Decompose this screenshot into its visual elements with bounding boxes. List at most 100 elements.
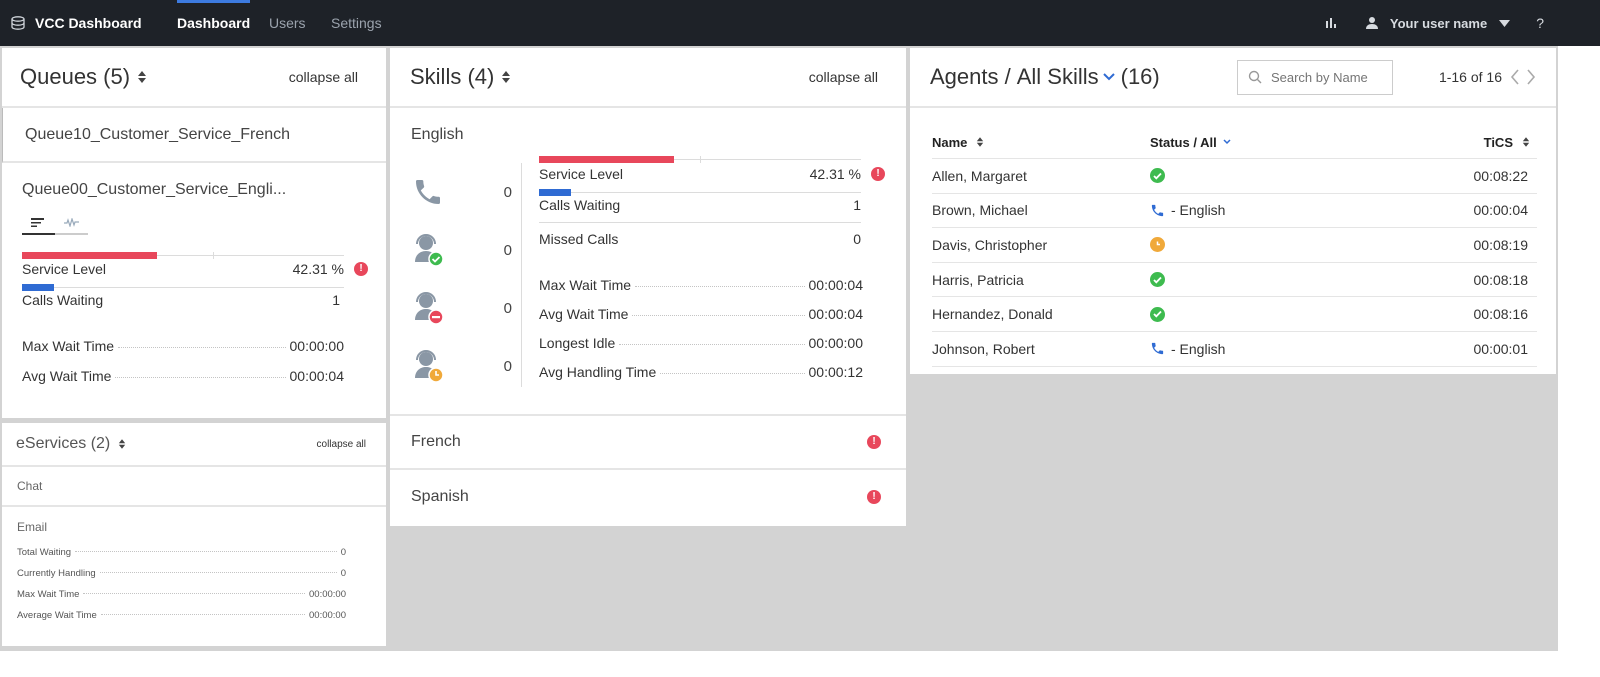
app-brand[interactable]: VCC Dashboard: [10, 0, 142, 46]
alert-icon[interactable]: !: [871, 167, 885, 181]
total-waiting-label: Total Waiting: [17, 547, 72, 558]
agent-name: Hernandez, Donald: [932, 306, 1053, 323]
skill-avg-wait-label: Avg Wait Time: [539, 306, 629, 322]
chevron-down-icon: [1102, 73, 1115, 81]
alert-icon[interactable]: !: [867, 435, 881, 449]
alert-icon[interactable]: !: [867, 490, 881, 504]
agent-tics: 00:08:22: [1473, 167, 1529, 184]
queues-panel: Queues (5) collapse all Queue10_Customer…: [2, 48, 386, 418]
calls-waiting-value: 1: [332, 292, 340, 308]
user-name-menu[interactable]: Your user name: [1389, 15, 1488, 31]
longest-idle-label: Longest Idle: [539, 335, 616, 351]
queue-view-toggle: [22, 211, 88, 235]
bar-chart-icon[interactable]: [1325, 17, 1337, 29]
waveform-icon: [64, 217, 79, 227]
alert-icon[interactable]: !: [354, 262, 368, 276]
name-column-header[interactable]: Name: [932, 135, 1150, 150]
avg-wait-row: Avg Wait Time 00:00:04: [22, 368, 344, 384]
skill-item-french[interactable]: French !: [390, 416, 906, 470]
avg-wait-value: 00:00:04: [289, 368, 345, 384]
queues-collapse-all-link[interactable]: collapse all: [288, 69, 358, 85]
max-wait-value: 00:00:00: [289, 338, 345, 354]
agent-row[interactable]: Johnson, Robert - English 00:00:01: [932, 332, 1537, 367]
agent-row[interactable]: Hernandez, Donald 00:08:16: [932, 297, 1537, 332]
agents-panel: Agents / All Skills (16) 1-16 of 16: [910, 48, 1556, 374]
list-view-tab[interactable]: [22, 211, 55, 235]
sort-icon[interactable]: [119, 439, 126, 449]
sort-icon[interactable]: [502, 71, 511, 83]
phone-icon: [1151, 204, 1164, 217]
email-max-wait-label: Max Wait Time: [17, 589, 80, 600]
avg-wait-label: Avg Wait Time: [22, 368, 112, 384]
agents-title-prefix: Agents /: [930, 64, 1011, 89]
search-input[interactable]: [1270, 69, 1389, 85]
eservice-item-chat[interactable]: Chat: [2, 467, 386, 507]
away-count: 0: [503, 357, 512, 375]
tics-header-label: TiCS: [1483, 134, 1513, 150]
queue-name: Queue10_Customer_Service_French: [25, 125, 291, 143]
agent-status-skill: - English: [1171, 340, 1226, 357]
calls-waiting-label: Calls Waiting: [22, 292, 104, 308]
agent-row[interactable]: Allen, Margaret 00:08:22: [932, 159, 1537, 194]
max-wait-row: Max Wait Time 00:00:00: [22, 338, 344, 354]
agents-table-header: Name Status / All TiCS: [932, 126, 1537, 159]
service-level-label: Service Level: [22, 261, 107, 277]
skill-filter-value: All Skills: [1016, 64, 1099, 89]
skills-panel: Skills (4) collapse all English 0: [390, 48, 906, 526]
queue-item-expanded: Queue00_Customer_Service_Engli...: [2, 163, 386, 384]
agent-tics: 00:00:04: [1473, 202, 1529, 219]
database-icon: [11, 16, 25, 30]
sort-icon[interactable]: [977, 137, 984, 147]
agent-status: [1150, 168, 1397, 184]
ready-count: 0: [503, 241, 512, 259]
agent-status: - English: [1150, 202, 1397, 218]
help-button[interactable]: ?: [1536, 15, 1544, 31]
agent-tics: 00:08:18: [1473, 271, 1529, 288]
agent-row[interactable]: Brown, Michael - English 00:00:04: [932, 194, 1537, 229]
agent-name: Davis, Christopher: [932, 236, 1048, 253]
sort-icon[interactable]: [1522, 137, 1530, 147]
agent-tics: 00:08:16: [1473, 306, 1529, 323]
skill-name: French: [411, 433, 461, 450]
not-ready-count: 0: [503, 299, 512, 317]
skill-filter-dropdown[interactable]: All Skills: [1017, 64, 1115, 90]
skill-name[interactable]: English: [411, 126, 464, 143]
missed-calls-label: Missed Calls: [539, 231, 619, 247]
skill-avg-wait-row: Avg Wait Time 00:00:04: [539, 306, 863, 335]
skill-item-spanish[interactable]: Spanish !: [390, 470, 906, 524]
tab-settings[interactable]: Settings: [331, 15, 382, 31]
chevron-right-icon[interactable]: [1526, 69, 1536, 85]
trend-view-tab[interactable]: [55, 211, 88, 235]
not-ready-count-row: 0: [412, 279, 512, 337]
queue-item-collapsed[interactable]: Queue10_Customer_Service_French: [2, 108, 386, 163]
calls-waiting-label: Calls Waiting: [539, 197, 621, 213]
agent-row[interactable]: Harris, Patricia 00:08:18: [932, 263, 1537, 298]
average-wait-value: 00:00:00: [309, 610, 346, 621]
status-column-header[interactable]: Status / All: [1150, 135, 1397, 150]
email-max-wait-row: Max Wait Time 00:00:00: [17, 589, 346, 610]
skill-name: Spanish: [411, 488, 469, 505]
search-box[interactable]: [1236, 59, 1393, 95]
pagination-label: 1-16 of 16: [1438, 69, 1502, 85]
avg-handling-row: Avg Handling Time 00:00:12: [539, 364, 863, 393]
tab-users[interactable]: Users: [269, 15, 306, 31]
agent-state-counts: 0 0: [412, 163, 512, 395]
agent-name: Johnson, Robert: [932, 340, 1035, 357]
service-level-fill: [539, 156, 675, 163]
skill-avg-wait-value: 00:00:04: [808, 306, 864, 322]
skills-collapse-all-link[interactable]: collapse all: [808, 69, 878, 85]
on-call-count-row: 0: [412, 163, 512, 221]
eservices-collapse-all-link[interactable]: collapse all: [316, 438, 366, 450]
top-navigation-bar: VCC Dashboard Dashboard Users Settings Y…: [0, 0, 1600, 46]
agent-row[interactable]: Davis, Christopher 00:08:19: [932, 228, 1537, 263]
chevron-down-icon[interactable]: [1499, 19, 1511, 27]
chevron-left-icon[interactable]: [1510, 69, 1520, 85]
tab-dashboard[interactable]: Dashboard: [177, 0, 251, 46]
queue-name[interactable]: Queue00_Customer_Service_Engli...: [22, 181, 287, 198]
phone-icon: [1151, 343, 1164, 355]
email-label[interactable]: Email: [17, 520, 48, 534]
longest-idle-value: 00:00:00: [808, 335, 864, 351]
sort-icon[interactable]: [138, 71, 147, 83]
tics-column-header[interactable]: TiCS: [1397, 135, 1537, 150]
calls-waiting-bar: [22, 284, 344, 291]
